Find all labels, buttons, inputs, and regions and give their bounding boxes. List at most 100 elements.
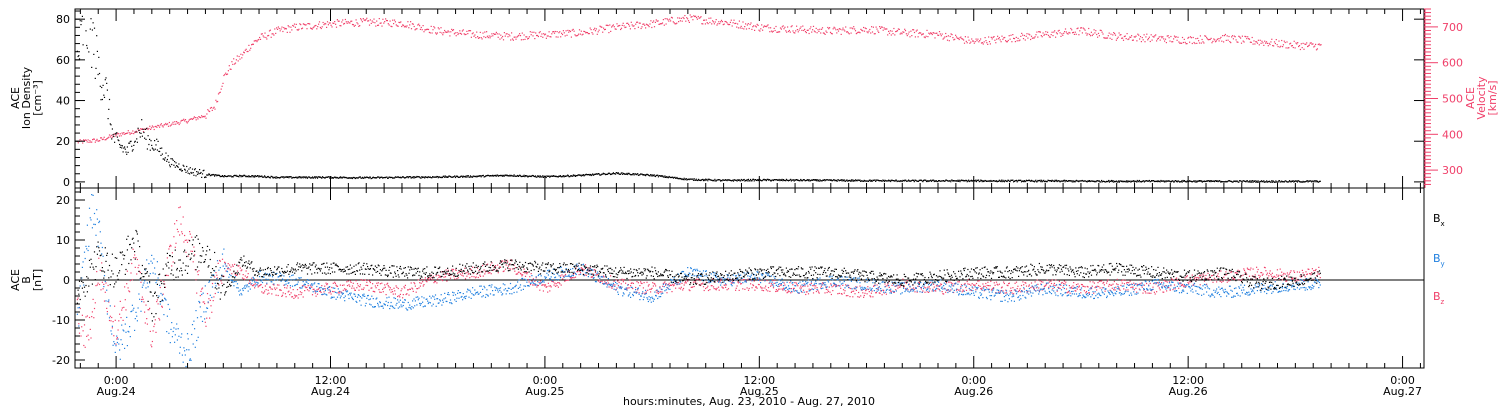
velocity-series-point [601, 26, 603, 28]
density-series-point [359, 176, 361, 178]
density-series-point [1143, 180, 1145, 182]
density-series-point [311, 177, 313, 179]
velocity-series-point [322, 21, 324, 24]
density-series-point [845, 179, 847, 181]
density-series-point [200, 171, 202, 174]
velocity-series-point [379, 22, 381, 24]
b-bz-series-point [263, 292, 265, 294]
velocity-series-point [1039, 31, 1041, 33]
b-bz-series-point [110, 320, 112, 322]
b-bz-series-point [1192, 284, 1194, 286]
b-bz-series-point [212, 300, 214, 302]
density-series-point [1116, 181, 1118, 183]
b-bz-series-point [534, 283, 537, 285]
density-series-point [387, 177, 389, 179]
velocity-series-point [828, 28, 830, 30]
b-bz-series-point [187, 255, 189, 257]
velocity-series-point [638, 22, 640, 24]
velocity-series-point [83, 140, 86, 142]
velocity-series-point [441, 32, 443, 34]
velocity-series-point [436, 32, 438, 34]
density-series-point [275, 176, 277, 178]
density-series-point [1129, 180, 1131, 182]
b-bz-series-point [572, 277, 574, 279]
velocity-series-point [803, 29, 805, 32]
b-bz-series-point [449, 277, 452, 279]
b-bz-series-point [276, 287, 278, 289]
velocity-series-point [208, 110, 210, 112]
density-series-point [506, 174, 508, 176]
b-bz-series-point [1070, 287, 1072, 289]
velocity-series-point [410, 28, 413, 30]
density-series-point [1005, 180, 1007, 182]
density-series-point [824, 180, 826, 182]
density-series-point [1211, 180, 1213, 182]
b-bz-series-point [735, 287, 737, 289]
b-bz-series-point [309, 287, 311, 289]
density-series-point [1298, 180, 1300, 182]
density-series-point [440, 177, 442, 179]
b-bz-series-point [776, 290, 778, 292]
velocity-series-point [1064, 28, 1067, 30]
b-bz-series-point [334, 281, 336, 283]
density-series-point [717, 179, 720, 181]
density-series-point [356, 177, 358, 179]
b-bz-series-point [316, 289, 318, 291]
b-bz-series-point [323, 291, 325, 293]
b-bz-series-point [895, 285, 897, 287]
b-bz-series-point [1165, 280, 1167, 282]
velocity-series-point [1089, 33, 1091, 35]
velocity-series-point [682, 16, 684, 19]
velocity-series-point [1203, 42, 1205, 44]
velocity-series-point [636, 21, 639, 23]
density-series-point [452, 176, 454, 178]
density-series-point [289, 176, 291, 178]
density-series-point [896, 180, 898, 183]
density-series-point [264, 176, 266, 178]
velocity-series-point [669, 18, 671, 20]
b-bz-series-point [382, 291, 384, 293]
density-series-point [461, 175, 463, 177]
density-series-point [136, 138, 138, 140]
density-series-point [729, 179, 731, 181]
velocity-series-point [988, 41, 991, 43]
density-series-point [956, 180, 958, 182]
density-series-point [79, 20, 81, 22]
b-bz-series-point [690, 286, 692, 288]
density-series-point [761, 180, 763, 182]
b-bz-series-point [78, 332, 81, 334]
velocity-series-point [581, 34, 583, 36]
b-bz-series-point [482, 264, 484, 267]
velocity-series-point [816, 32, 818, 34]
density-series-point [1027, 180, 1029, 182]
velocity-series-point [493, 33, 495, 35]
density-series-point [286, 176, 288, 178]
density-series-point [960, 179, 962, 182]
density-series-point [564, 175, 566, 177]
b-bz-series-point [1301, 274, 1303, 276]
b-bz-series-point [928, 291, 930, 293]
density-series-point [872, 179, 874, 181]
velocity-series-point [584, 31, 586, 33]
b-bz-series-point [1184, 277, 1186, 279]
velocity-series-point [1049, 36, 1051, 38]
density-series-point [812, 179, 814, 181]
velocity-series-point [920, 32, 922, 34]
density-series-point [429, 176, 431, 178]
density-series-point [1281, 181, 1283, 183]
b-bz-series-point [1241, 278, 1243, 280]
b-bz-series-point [172, 261, 174, 263]
velocity-series-point [449, 35, 451, 37]
b-bz-series-point [1276, 269, 1278, 271]
velocity-series-point [648, 26, 650, 28]
b-bz-series-point [224, 261, 226, 263]
density-series-point [1028, 179, 1030, 181]
velocity-series-point [238, 55, 240, 58]
velocity-series-point [239, 58, 241, 60]
velocity-series-point [993, 36, 995, 38]
b-bz-series-point [648, 284, 650, 286]
density-series-point [1291, 180, 1293, 182]
b-bz-series-point [1003, 281, 1005, 283]
b-bz-series-point [882, 289, 884, 291]
velocity-series-point [494, 33, 496, 35]
